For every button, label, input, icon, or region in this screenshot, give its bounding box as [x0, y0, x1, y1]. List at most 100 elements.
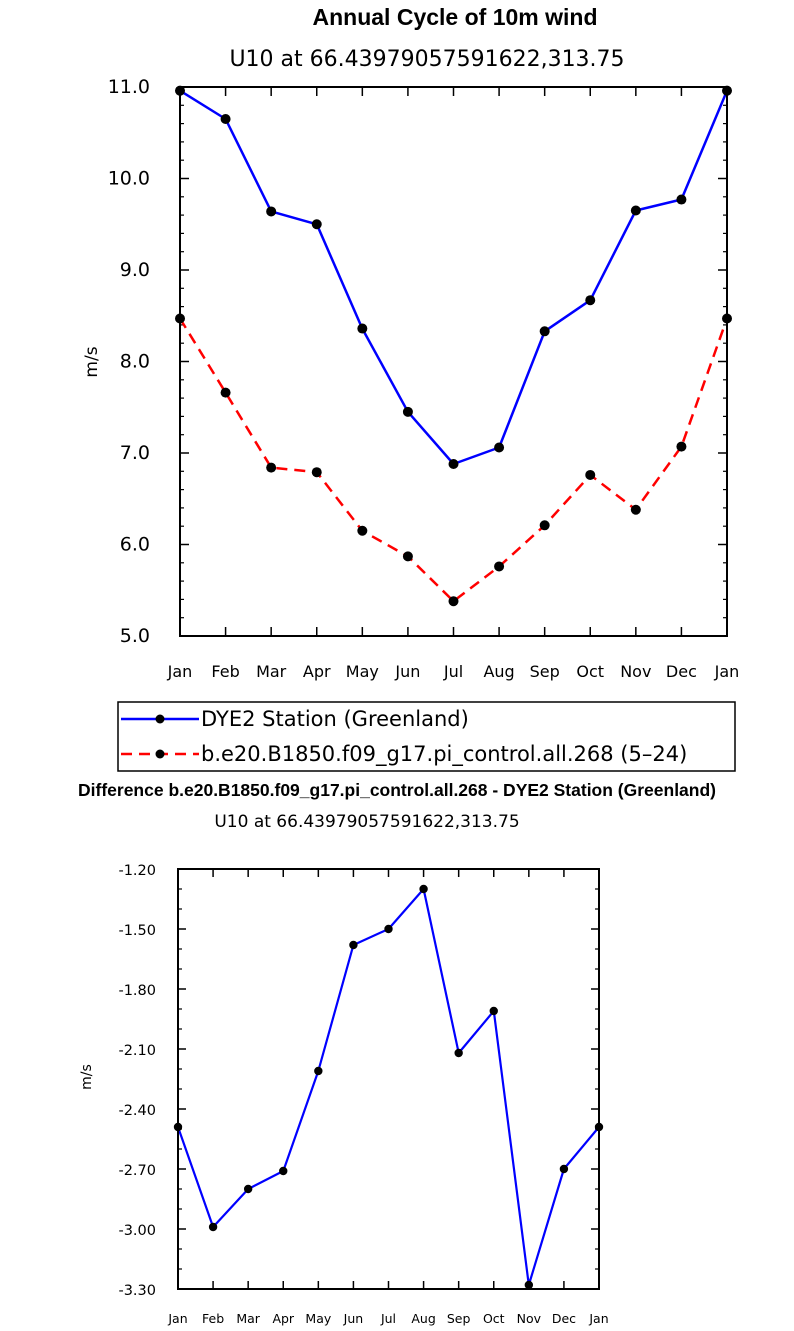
chart1-plot-frame — [179, 86, 728, 637]
difference-chart: Difference b.e20.B1850.f09_g17.pi_contro… — [78, 780, 716, 1326]
chart2-series-0-point — [243, 1184, 253, 1194]
chart2-y-tick-label: -2.40 — [118, 1103, 156, 1119]
chart2-series-0-point — [279, 1166, 288, 1176]
chart1-series-0-point — [494, 442, 505, 453]
chart2-x-tick-labels: Jan Feb Mar Apr May Jun Jul Aug Sep Oct Nov Dec Jan — [167, 1311, 608, 1326]
chart2-series-0-point — [384, 924, 393, 934]
chart2-y-tick-label: -3.30 — [118, 1283, 156, 1299]
legend-box — [117, 701, 736, 772]
chart2-y-tick-label: -1.20 — [118, 863, 156, 879]
chart2-x-tick-label: Oct — [483, 1311, 505, 1326]
chart2-x-tick-label: Sep — [447, 1311, 471, 1326]
chart1-title: Annual Cycle of 10m wind — [313, 4, 598, 30]
chart2-y-tick-label: -3.00 — [118, 1223, 156, 1239]
chart1-x-tick-label: Apr — [303, 662, 331, 681]
chart1-series-0-point — [585, 295, 596, 306]
chart2-series-0-point — [524, 1280, 534, 1290]
chart1-x-tick-label: Sep — [530, 662, 560, 681]
chart1-series-1-point — [494, 561, 505, 572]
chart1-series-line-0 — [179, 89, 729, 466]
legend-entry-model: b.e20.B1850.f09_g17.pi_control.all.268 (… — [121, 742, 687, 767]
chart1-y-tick-label: 5.0 — [120, 625, 150, 647]
chart1-y-tick-label: 10.0 — [108, 168, 150, 190]
chart1-x-tick-label: May — [346, 662, 379, 681]
chart1-series-0-point — [448, 458, 459, 469]
chart2-x-tick-label: Dec — [552, 1311, 576, 1326]
chart2-series-0-point — [454, 1048, 463, 1058]
legend-marker-model — [155, 749, 165, 759]
chart1-series-0-point — [311, 219, 322, 230]
chart1-y-tick-label: 6.0 — [120, 534, 150, 556]
chart1-y-tick-label: 7.0 — [120, 442, 150, 464]
chart1-series-1-point — [220, 387, 231, 398]
chart2-title: Difference b.e20.B1850.f09_g17.pi_contro… — [78, 780, 716, 800]
chart1-series-1-point — [266, 462, 277, 473]
chart1-series-0-point — [220, 114, 231, 125]
annual-cycle-chart: Annual Cycle of 10m wind U10 at 66.43979… — [82, 4, 739, 681]
chart1-series-1-point — [448, 596, 459, 607]
chart2-x-tick-label: Aug — [411, 1311, 435, 1326]
chart2-y-tick-label: -1.80 — [118, 983, 156, 999]
chart1-series-0-point — [402, 406, 413, 417]
chart1-series-1-point — [676, 441, 687, 452]
chart1-x-tick-label: Oct — [576, 662, 604, 681]
chart2-x-tick-label: Jan — [167, 1311, 187, 1326]
chart1-series-1-point — [630, 504, 641, 515]
chart2-x-tick-label: Nov — [517, 1311, 542, 1326]
legend-label-model: b.e20.B1850.f09_g17.pi_control.all.268 (… — [201, 742, 687, 767]
chart1-series-1-point — [585, 469, 596, 480]
chart2-series-0-point — [208, 1222, 218, 1232]
chart1-y-tick-label: 8.0 — [120, 351, 150, 373]
chart1-x-tick-label: Nov — [620, 662, 651, 681]
chart2-y-tick-labels: -3.30 -3.00 -2.70 -2.40 -2.10 -1.80 -1.50 -1.20 — [118, 863, 156, 1299]
chart1-x-tick-label: Aug — [483, 662, 514, 681]
chart2-x-tick-label: Jun — [343, 1311, 364, 1326]
legend: DYE2 Station (Greenland) b.e20.B1850.f09… — [117, 701, 736, 772]
chart2-y-axis-label: m/s — [79, 1064, 95, 1090]
chart1-y-tick-label: 11.0 — [108, 76, 150, 98]
chart2-series-0-point — [489, 1006, 498, 1016]
chart2-series-layer — [173, 884, 604, 1290]
chart1-series-0-point — [630, 205, 641, 216]
chart2-y-tick-label: -1.50 — [118, 923, 156, 939]
legend-marker-dye2 — [155, 714, 165, 724]
chart1-y-tick-label: 9.0 — [120, 259, 150, 281]
chart1-y-tick-labels: 5.0 6.0 7.0 8.0 9.0 10.0 11.0 — [108, 76, 150, 647]
chart1-series-0-point — [357, 323, 368, 334]
chart2-series-0-point — [419, 884, 428, 894]
chart1-x-tick-label: Dec — [666, 662, 697, 681]
chart1-x-tick-label: Feb — [211, 662, 239, 681]
chart1-x-tick-label: Jan — [714, 662, 740, 681]
chart1-x-tick-labels: Jan Feb Mar Apr May Jun Jul Aug Sep Oct Nov Dec Jan — [167, 662, 740, 681]
chart1-y-axis-label: m/s — [82, 346, 102, 377]
chart1-ticks — [179, 86, 728, 637]
chart1-series-layer — [175, 85, 732, 607]
chart2-subtitle: U10 at 66.43979057591622,313.75 — [214, 812, 519, 832]
chart2-x-tick-label: May — [305, 1311, 331, 1326]
chart2-x-tick-label: Jul — [380, 1311, 396, 1326]
chart2-plot-frame — [177, 868, 600, 1290]
chart1-series-0-point — [539, 326, 550, 337]
chart2-x-tick-label: Jan — [588, 1311, 608, 1326]
chart2-y-tick-label: -2.70 — [118, 1163, 156, 1179]
chart1-series-1-point — [357, 525, 368, 536]
chart2-x-tick-label: Mar — [236, 1311, 260, 1326]
chart1-series-0-point — [266, 206, 277, 217]
chart2-series-0-point — [559, 1164, 569, 1174]
legend-label-dye2: DYE2 Station (Greenland) — [201, 707, 469, 731]
legend-entry-dye2: DYE2 Station (Greenland) — [121, 707, 469, 731]
chart1-series-0-point — [676, 194, 687, 205]
chart2-series-line-0 — [176, 887, 600, 1287]
chart2-series-0-point — [314, 1066, 323, 1076]
chart2-x-tick-label: Feb — [202, 1311, 224, 1326]
chart1-series-1-point — [311, 467, 322, 478]
chart1-x-tick-label: Mar — [256, 662, 287, 681]
chart1-subtitle: U10 at 66.43979057591622,313.75 — [229, 47, 624, 72]
chart1-series-1-point — [539, 520, 550, 531]
chart1-x-tick-label: Jul — [443, 662, 463, 681]
chart2-x-tick-label: Apr — [272, 1311, 294, 1326]
chart2-series-0-point — [349, 940, 358, 950]
chart1-series-1-point — [402, 551, 413, 562]
chart1-x-tick-label: Jun — [394, 662, 420, 681]
